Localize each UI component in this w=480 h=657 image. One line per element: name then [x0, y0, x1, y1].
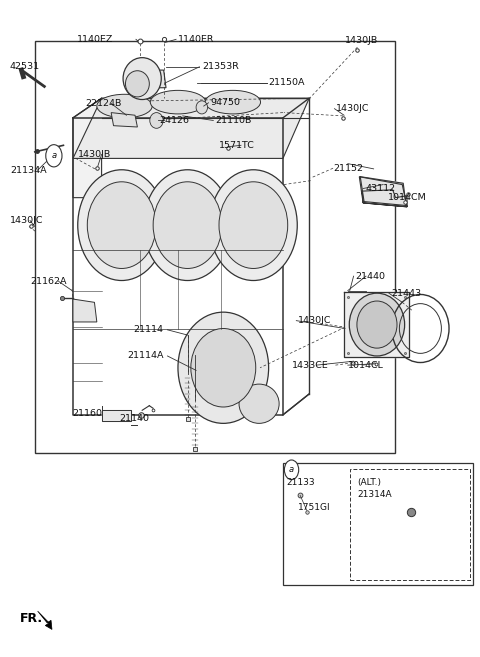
Bar: [35, 41, 395, 453]
Ellipse shape: [209, 170, 297, 281]
Polygon shape: [73, 98, 102, 198]
Text: 24126: 24126: [159, 116, 189, 125]
Polygon shape: [344, 292, 409, 357]
Ellipse shape: [191, 328, 256, 407]
Ellipse shape: [87, 182, 156, 269]
Text: 1430JC: 1430JC: [10, 216, 44, 225]
Text: 1430JB: 1430JB: [345, 36, 378, 45]
Text: 94750: 94750: [210, 99, 240, 107]
Text: 21150A: 21150A: [269, 78, 305, 87]
Text: 1014CM: 1014CM: [388, 193, 427, 202]
Ellipse shape: [150, 91, 205, 114]
Polygon shape: [111, 112, 137, 127]
Text: 1430JB: 1430JB: [78, 150, 111, 159]
Ellipse shape: [219, 182, 288, 269]
Ellipse shape: [144, 170, 231, 281]
Ellipse shape: [123, 58, 161, 99]
Text: 22124B: 22124B: [85, 99, 121, 108]
Ellipse shape: [239, 384, 279, 423]
Ellipse shape: [349, 293, 405, 356]
Polygon shape: [360, 177, 406, 206]
Ellipse shape: [196, 101, 207, 114]
Ellipse shape: [205, 91, 261, 114]
Text: 43112: 43112: [365, 184, 395, 193]
Text: 21110B: 21110B: [215, 116, 252, 125]
Circle shape: [46, 145, 62, 167]
Text: a: a: [289, 465, 294, 474]
Text: a: a: [51, 151, 57, 160]
Polygon shape: [102, 409, 131, 421]
Text: 1430JC: 1430JC: [298, 316, 332, 325]
Text: 21440: 21440: [356, 271, 385, 281]
Text: 21152: 21152: [333, 164, 363, 173]
Text: 1430JC: 1430JC: [336, 104, 369, 113]
Ellipse shape: [125, 71, 149, 97]
Text: 21133: 21133: [287, 478, 315, 487]
Text: 1751GI: 1751GI: [298, 503, 331, 512]
Polygon shape: [128, 70, 166, 88]
Ellipse shape: [78, 170, 166, 281]
Text: 21140: 21140: [120, 414, 150, 422]
Text: 21114A: 21114A: [127, 351, 164, 361]
Text: 1140EZ: 1140EZ: [77, 35, 114, 44]
Text: 21134A: 21134A: [10, 166, 47, 175]
Text: 1433CE: 1433CE: [291, 361, 328, 370]
Polygon shape: [360, 177, 407, 207]
Text: 21162A: 21162A: [30, 277, 67, 286]
Ellipse shape: [357, 301, 397, 348]
Text: 1571TC: 1571TC: [219, 141, 255, 150]
Polygon shape: [73, 98, 309, 158]
Bar: [283, 463, 473, 585]
Text: 21353R: 21353R: [202, 62, 239, 72]
Bar: [350, 468, 470, 579]
Circle shape: [284, 460, 299, 480]
Text: 21314A: 21314A: [357, 490, 392, 499]
Polygon shape: [73, 299, 97, 322]
Text: 42531: 42531: [10, 62, 40, 72]
Text: 21114: 21114: [133, 325, 164, 334]
Text: 1014CL: 1014CL: [348, 361, 384, 370]
Text: (ALT.): (ALT.): [357, 478, 381, 487]
Polygon shape: [37, 611, 52, 629]
Ellipse shape: [153, 182, 222, 269]
Text: FR.: FR.: [20, 612, 43, 625]
Text: 21443: 21443: [391, 288, 421, 298]
Ellipse shape: [97, 95, 152, 118]
Ellipse shape: [150, 112, 163, 128]
Text: 21160: 21160: [72, 409, 102, 418]
Ellipse shape: [178, 312, 269, 423]
Text: 1140ER: 1140ER: [178, 35, 215, 44]
